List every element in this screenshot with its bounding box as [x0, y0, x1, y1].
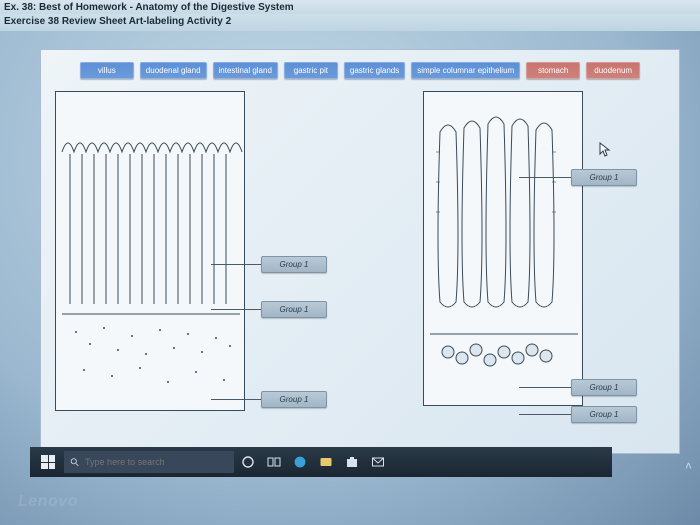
taskbar-search-input[interactable]	[85, 457, 228, 467]
term-gastric-pit[interactable]: gastric pit	[284, 62, 338, 79]
stomach-histology-svg	[56, 92, 246, 412]
term-villus[interactable]: villus	[80, 62, 134, 79]
dropzone[interactable]: Group 1	[571, 169, 637, 186]
leader-line	[211, 399, 261, 400]
diagram-row: Group 1Group 1Group 1Group 1Group 1Group…	[51, 91, 669, 411]
term-stomach[interactable]: stomach	[526, 62, 580, 79]
cortana-icon[interactable]	[236, 450, 260, 474]
dropzone[interactable]: Group 1	[571, 379, 637, 396]
term-simple-columnar-epithelium[interactable]: simple columnar epithelium	[411, 62, 520, 79]
store-icon[interactable]	[340, 450, 364, 474]
duodenum-histology-svg	[424, 92, 584, 407]
term-gastric-glands[interactable]: gastric glands	[344, 62, 405, 79]
edge-icon[interactable]	[288, 450, 312, 474]
diagram-stomach	[55, 91, 245, 411]
dropzone[interactable]: Group 1	[261, 301, 327, 318]
task-view-icon[interactable]	[262, 450, 286, 474]
term-bank: villus duodenal gland intestinal gland gast…	[51, 58, 669, 91]
start-button[interactable]	[34, 450, 62, 474]
activity-panel: villus duodenal gland intestinal gland gast…	[40, 49, 680, 454]
leader-line	[211, 264, 261, 265]
explorer-icon[interactable]	[314, 450, 338, 474]
windows-logo-icon	[41, 455, 55, 469]
leader-line	[519, 177, 571, 178]
leader-line	[519, 414, 571, 415]
diagram-duodenum	[423, 91, 583, 406]
dropzone[interactable]: Group 1	[261, 391, 327, 408]
term-duodenal-gland[interactable]: duodenal gland	[140, 62, 207, 79]
leader-line	[519, 387, 571, 388]
taskbar-search[interactable]	[64, 451, 234, 473]
laptop-brand-label: Lenovo	[18, 493, 78, 511]
dropzone[interactable]: Group 1	[571, 406, 637, 423]
search-icon	[70, 457, 79, 467]
leader-line	[211, 309, 261, 310]
taskbar	[30, 447, 612, 477]
scroll-up-chevron-icon[interactable]: ˄	[685, 459, 692, 473]
term-duodenum[interactable]: duodenum	[586, 62, 640, 79]
dropzone[interactable]: Group 1	[261, 256, 327, 273]
mail-icon[interactable]	[366, 450, 390, 474]
page-heading: Exercise 38 Review Sheet Art-labeling Ac…	[0, 14, 700, 31]
browser-tab-title: Ex. 38: Best of Homework - Anatomy of th…	[0, 0, 700, 14]
term-intestinal-gland[interactable]: intestinal gland	[213, 62, 278, 79]
